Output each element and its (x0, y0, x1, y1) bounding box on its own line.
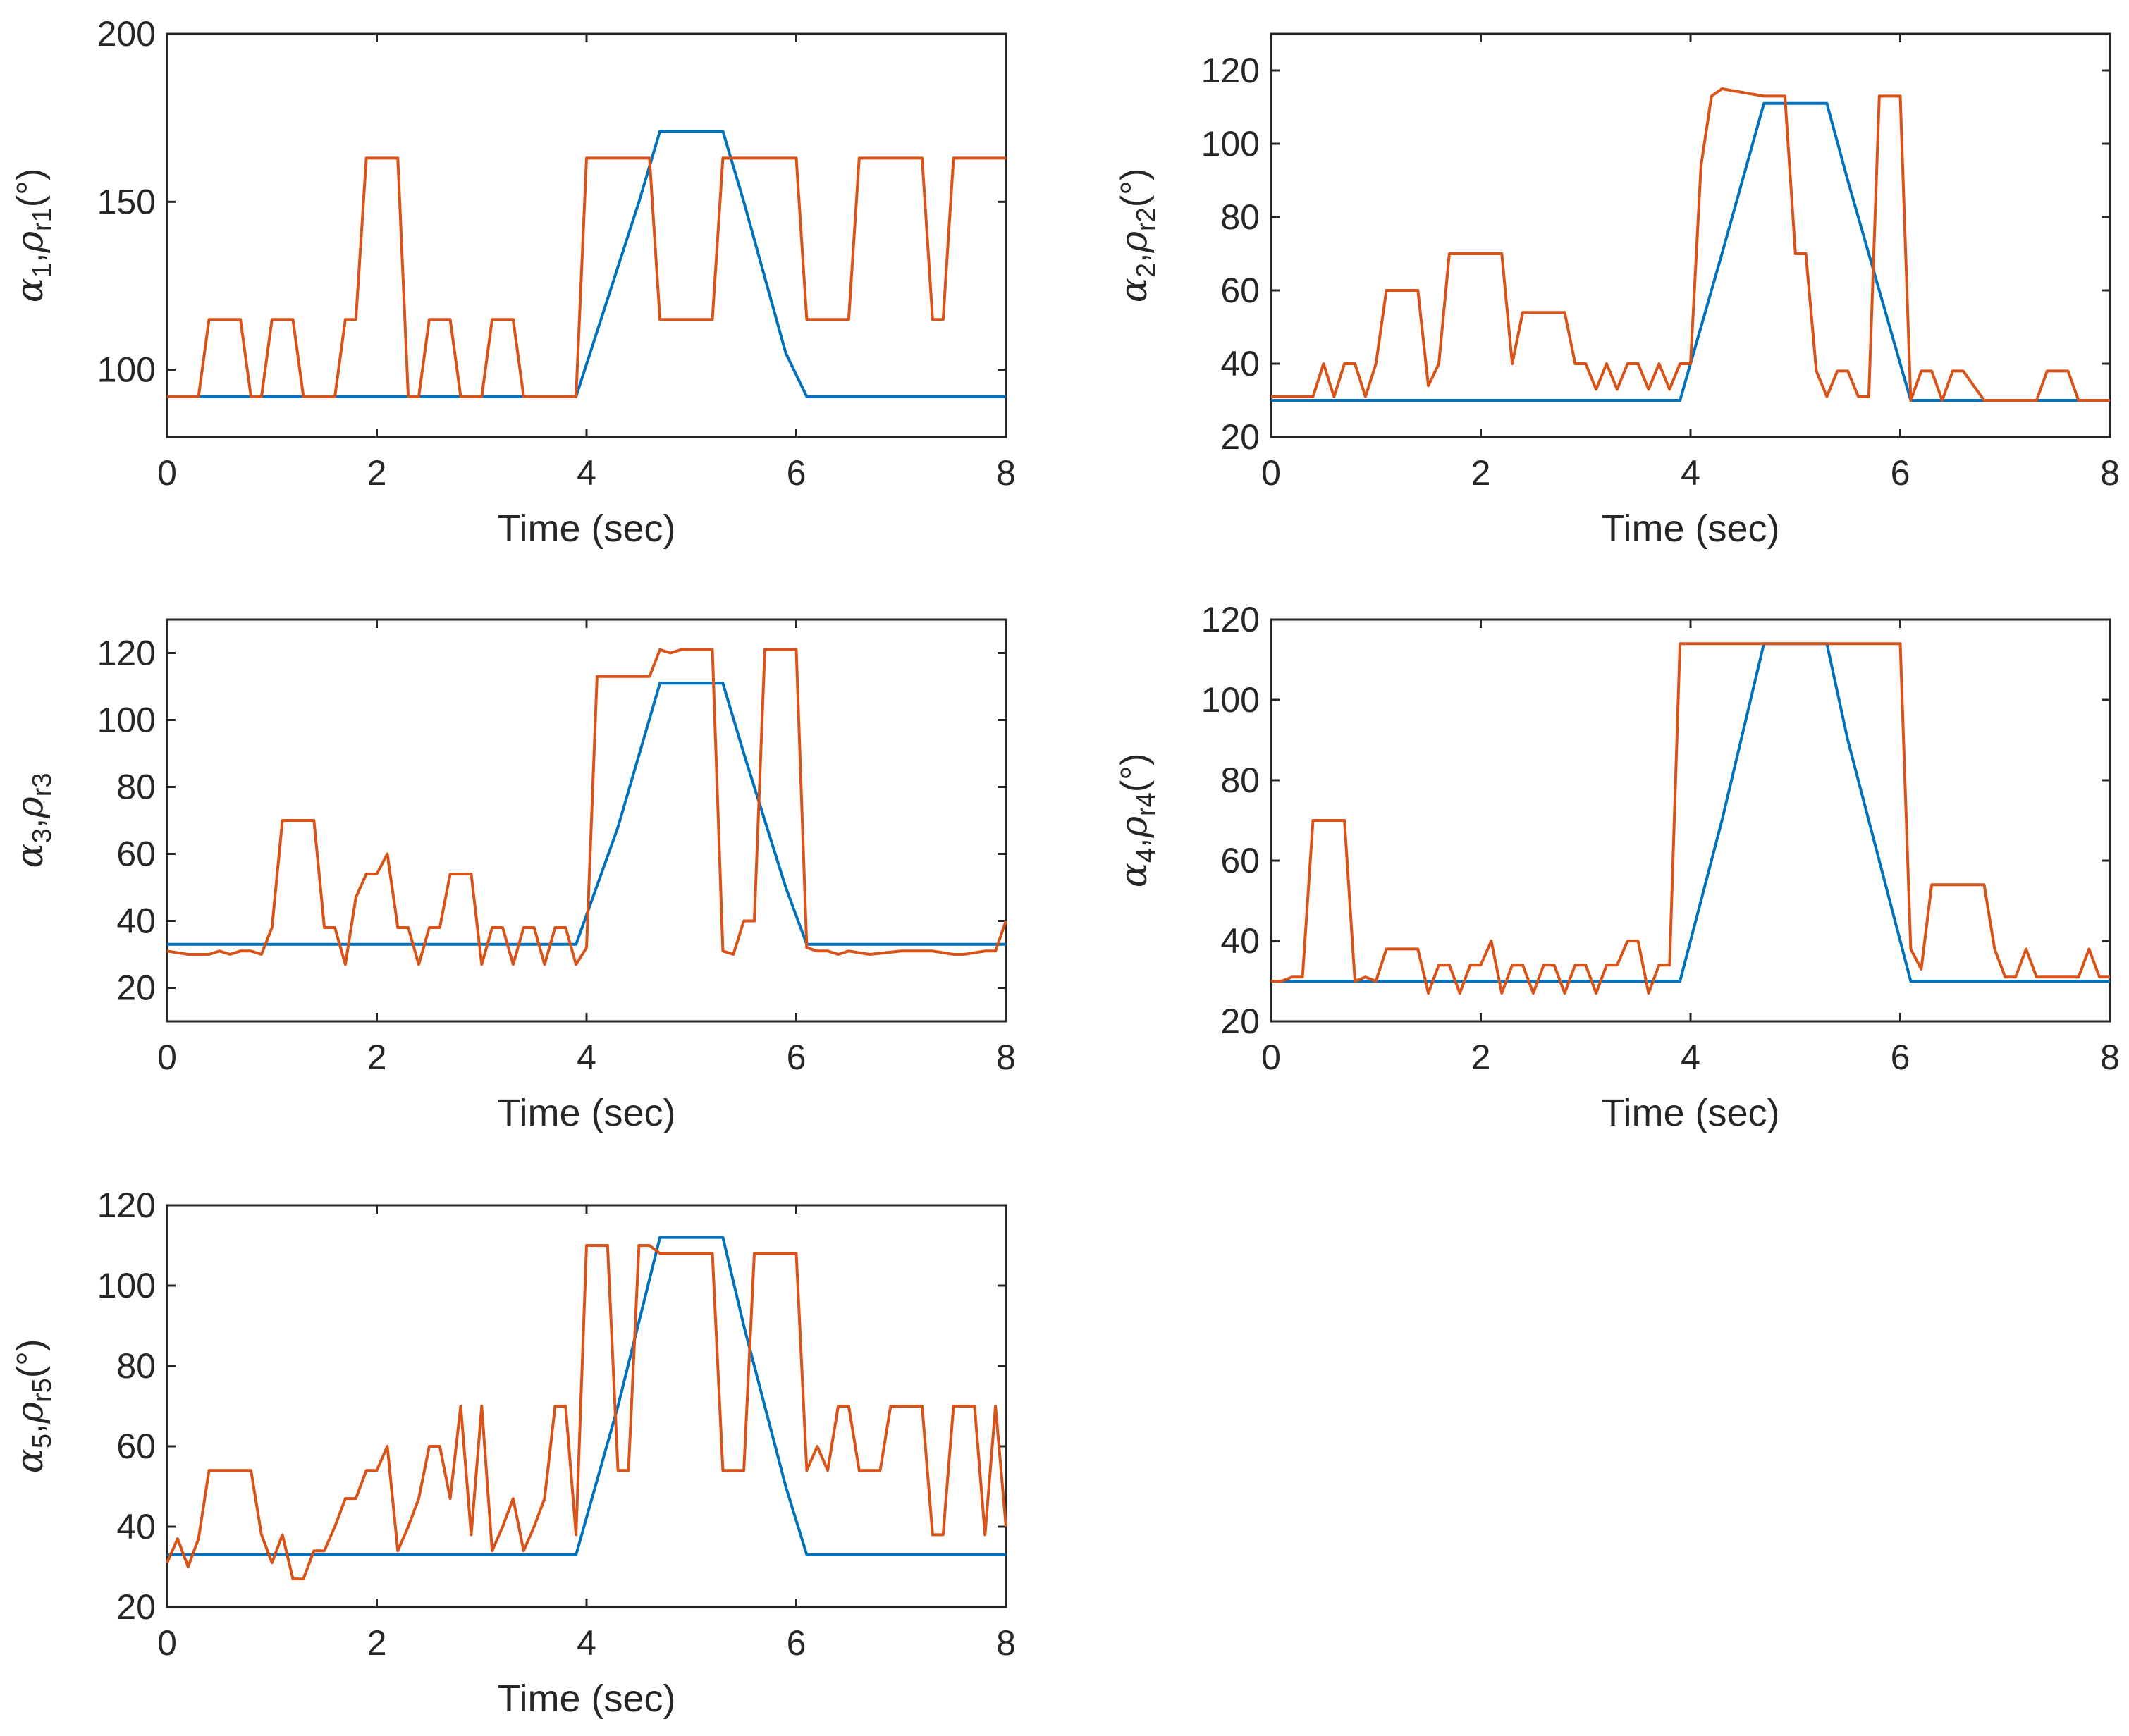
y-tick-label: 40 (116, 1507, 156, 1546)
y-tick-label: 20 (116, 1587, 156, 1627)
y-tick-label: 100 (97, 701, 156, 740)
series-line-rho (166, 648, 1007, 966)
series-line-rho (1271, 87, 2110, 402)
series-line-alpha (167, 1236, 1006, 1556)
x-tick-label: 2 (1471, 453, 1491, 493)
y-tick-label: 150 (97, 182, 156, 221)
series-line-alpha (167, 130, 1006, 398)
y-tick-label: 60 (1220, 271, 1260, 310)
subplot-4: 0 2 4 6 8 20 40 60 80 100 120 Time (sec) α4,ρr4(°) (1113, 600, 2120, 1134)
x-tick-label: 8 (996, 453, 1016, 493)
y-tick-label: 100 (1201, 124, 1260, 164)
axes-frame (1270, 618, 2111, 1023)
x-axis-label: Time (sec) (498, 507, 676, 550)
x-tick-label: 0 (1261, 1038, 1281, 1077)
y-tick-label: 120 (97, 1186, 156, 1225)
subplot-5: 0 2 4 6 8 20 40 60 80 100 120 Time (sec) α5,ρr5(°) (9, 1186, 1016, 1720)
x-tick-label: 6 (787, 1038, 806, 1077)
x-axis-label: Time (sec) (1602, 1092, 1780, 1134)
y-tick-label: 20 (1220, 417, 1260, 457)
x-tick-label: 2 (1471, 1038, 1491, 1077)
x-tick-label: 4 (577, 1038, 596, 1077)
x-tick-label: 0 (157, 453, 177, 493)
x-tick-label: 8 (2100, 1038, 2120, 1077)
x-tick-label: 6 (787, 1623, 806, 1663)
x-tick-label: 8 (996, 1623, 1016, 1663)
axes-frame (166, 32, 1007, 438)
x-tick-label: 2 (367, 1038, 387, 1077)
y-tick-label: 40 (1220, 921, 1260, 961)
x-tick-label: 0 (157, 1038, 177, 1077)
y-axis-label: α4,ρr4(°) (1113, 753, 1161, 888)
y-tick-label: 60 (116, 835, 156, 874)
x-tick-label: 4 (577, 1623, 596, 1663)
y-tick-label: 40 (116, 901, 156, 941)
x-tick-label: 4 (1681, 1038, 1700, 1077)
y-tick-label: 200 (97, 14, 156, 54)
axes-frame (1270, 32, 2111, 438)
subplot-1: 0 2 4 6 8 100 150 200 Time (sec) α1,ρr1(°) (9, 14, 1016, 550)
y-tick-label: 100 (97, 350, 156, 390)
y-axis-label: α1,ρr1(°) (9, 168, 57, 303)
y-tick-label: 120 (97, 634, 156, 673)
y-tick-label: 80 (1220, 761, 1260, 800)
x-tick-label: 0 (1261, 453, 1281, 493)
y-tick-label: 20 (1220, 1002, 1260, 1041)
y-axis-label: α5,ρr5(°) (9, 1339, 57, 1474)
series-line-alpha (167, 682, 1006, 946)
x-tick-label: 6 (1891, 453, 1910, 493)
y-tick-label: 120 (1201, 600, 1260, 639)
x-tick-label: 6 (1891, 1038, 1910, 1077)
x-tick-label: 4 (1681, 453, 1700, 493)
y-tick-label: 20 (116, 968, 156, 1008)
x-axis-label: Time (sec) (498, 1092, 676, 1134)
series-line-alpha (1271, 642, 2110, 983)
y-tick-label: 60 (116, 1427, 156, 1466)
y-tick-label: 80 (1220, 197, 1260, 237)
y-tick-label: 100 (1201, 680, 1260, 720)
x-tick-label: 2 (367, 1623, 387, 1663)
x-tick-label: 2 (367, 453, 387, 493)
x-tick-label: 8 (996, 1038, 1016, 1077)
x-axis-label: Time (sec) (498, 1677, 676, 1720)
y-tick-label: 120 (1201, 51, 1260, 90)
x-axis-label: Time (sec) (1602, 507, 1780, 550)
subplot-2: 0 2 4 6 8 20 40 60 80 100 120 Time (sec) α2,ρr2(°) (1113, 32, 2120, 550)
series-line-alpha (1271, 101, 2110, 402)
x-tick-label: 0 (157, 1623, 177, 1663)
series-line-rho (166, 1244, 1007, 1581)
subplot-3: 0 2 4 6 8 20 40 60 80 100 120 Time (sec) α3,ρr3 (9, 618, 1016, 1134)
x-tick-label: 6 (787, 453, 806, 493)
series-line-rho (167, 156, 1006, 398)
x-tick-label: 8 (2100, 453, 2120, 493)
y-tick-label: 60 (1220, 841, 1260, 880)
y-tick-label: 80 (116, 768, 156, 807)
y-axis-label: α2,ρr2(°) (1113, 168, 1161, 303)
y-tick-label: 80 (116, 1346, 156, 1386)
y-tick-label: 40 (1220, 344, 1260, 383)
y-tick-label: 100 (97, 1266, 156, 1305)
x-tick-label: 4 (577, 453, 596, 493)
y-axis-label: α3,ρr3 (9, 772, 57, 868)
series-line-rho (1271, 642, 2110, 995)
